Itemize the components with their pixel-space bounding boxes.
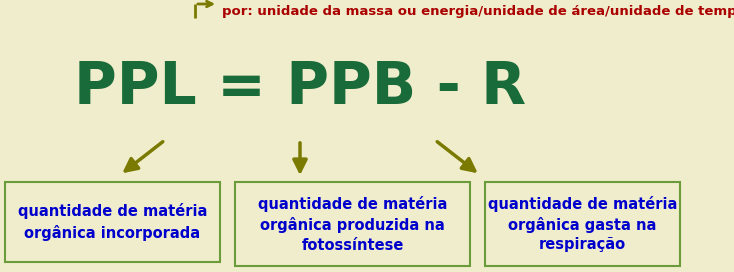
Text: quantidade de matéria
orgânica incorporada: quantidade de matéria orgânica incorpora…	[18, 203, 207, 241]
Bar	[5, 182, 220, 262]
Bar	[235, 182, 470, 266]
Text: por: unidade da massa ou energia/unidade de área/unidade de tempo: por: unidade da massa ou energia/unidade…	[222, 5, 734, 17]
Bar	[485, 182, 680, 266]
Text: PPL = PPB - R: PPL = PPB - R	[74, 60, 526, 116]
Text: quantidade de matéria
orgânica produzida na
fotossíntese: quantidade de matéria orgânica produzida…	[258, 196, 447, 252]
Text: quantidade de matéria
orgânica gasta na
respiração: quantidade de matéria orgânica gasta na …	[488, 196, 677, 252]
